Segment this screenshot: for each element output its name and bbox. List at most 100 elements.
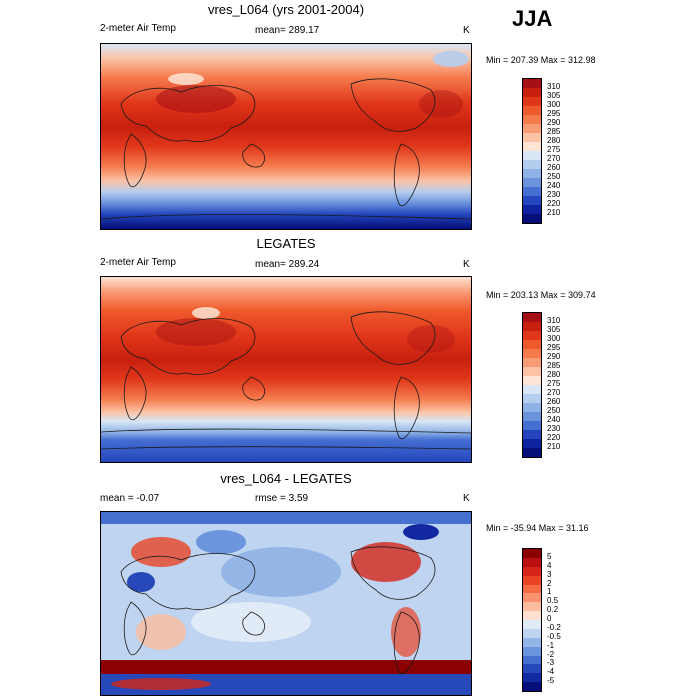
colorbar-tick-label: 250: [547, 406, 561, 415]
colorbar-tick-label: -5: [547, 676, 555, 686]
colorbar-swatch: [523, 602, 541, 612]
colorbar-swatch: [523, 549, 541, 558]
colorbar-tick-label: 0: [547, 614, 552, 623]
colorbar-swatch: [523, 673, 541, 683]
colorbar-swatch: [523, 385, 541, 394]
colorbar-tick-label: -2: [547, 649, 555, 659]
colorbar-tick-label: 4: [547, 560, 552, 570]
colorbar-swatch: [523, 142, 541, 151]
colorbar-tick-label: 260: [547, 163, 561, 172]
colorbar-swatch: [523, 133, 541, 142]
colorbar-swatch: [523, 313, 541, 322]
colorbar-tick-label: 285: [547, 361, 561, 370]
colorbar-swatch: [523, 169, 541, 178]
colorbar-swatch: [523, 403, 541, 412]
colorbar-swatch: [523, 439, 541, 448]
colorbar-swatch: [523, 557, 541, 567]
colorbar-tick-label: 300: [547, 334, 561, 343]
panel-2-temperature-map: [100, 276, 472, 463]
colorbar-tick-label: 250: [547, 172, 561, 181]
colorbar-tick-label: 285: [547, 127, 561, 136]
season-label: JJA: [512, 6, 553, 31]
colorbar-tick-label: 5: [547, 551, 552, 561]
colorbar-swatch: [523, 593, 541, 603]
colorbar-tick-label: 270: [547, 154, 561, 163]
colorbar-swatch: [523, 566, 541, 576]
colorbar-tick-label: 0.2: [547, 605, 559, 615]
colorbar-swatch: [523, 124, 541, 133]
colorbar-swatch: [523, 584, 541, 594]
colorbar-tick-label: 305: [547, 91, 561, 100]
colorbar-tick-label: 305: [547, 325, 561, 334]
panel-1-title: vres_L064 (yrs 2001-2004): [207, 2, 365, 17]
colorbar-swatch: [523, 575, 541, 585]
colorbar-tick-label: 240: [547, 415, 561, 424]
colorbar-swatch: [523, 106, 541, 115]
colorbar-tick-label: 310: [547, 82, 561, 91]
panel-1-variable-label: 2-meter Air Temp: [100, 23, 176, 34]
colorbar-swatch: [523, 196, 541, 205]
colorbar-tick-label: 280: [547, 370, 561, 379]
colorbar-swatch: [523, 115, 541, 124]
colorbar-tick-label: 3: [547, 569, 552, 579]
colorbar-tick-label: 230: [547, 190, 561, 199]
colorbar-swatch: [523, 358, 541, 367]
colorbar-tick-label: 295: [547, 343, 561, 352]
colorbar-tick-label: 1: [547, 587, 552, 597]
panel-3-mean-label: mean = -0.07: [100, 493, 160, 504]
colorbar-tick-label: 210: [547, 442, 561, 451]
colorbar-swatch: [523, 394, 541, 403]
colorbar-swatch: [523, 79, 541, 88]
panel-3-difference-map: [100, 511, 472, 696]
colorbar-tick-label: 300: [547, 100, 561, 109]
colorbar-swatch: [523, 340, 541, 349]
colorbar-swatch: [523, 421, 541, 430]
colorbar-swatch: [523, 646, 541, 656]
colorbar-swatch: [523, 322, 541, 331]
colorbar-tick-label: -0.2: [547, 622, 561, 632]
colorbar-swatch: [523, 620, 541, 629]
colorbar-swatch: [523, 331, 541, 340]
colorbar-tick-label: 290: [547, 118, 561, 127]
colorbar-tick-label: 295: [547, 109, 561, 118]
colorbar-tick-label: 0.5: [547, 596, 559, 606]
colorbar-tick-label: 310: [547, 316, 561, 325]
panel-3-units-label: K: [463, 493, 470, 504]
colorbar-swatch: [523, 655, 541, 665]
panel-2-title: LEGATES: [256, 236, 316, 251]
colorbar-swatch: [523, 430, 541, 439]
colorbar-tick-label: 260: [547, 397, 561, 406]
panel-3-colorbar: [522, 548, 542, 692]
panel-2-colorbar: [522, 312, 542, 458]
colorbar-swatch: [523, 178, 541, 187]
colorbar-tick-label: 275: [547, 379, 561, 388]
panel-1-temperature-map: [100, 43, 472, 230]
colorbar-swatch: [523, 214, 541, 223]
colorbar-swatch: [523, 611, 541, 620]
panel-1-colorbar: [522, 78, 542, 224]
colorbar-tick-label: -0.5: [547, 631, 561, 641]
panel-2-variable-label: 2-meter Air Temp: [100, 257, 176, 268]
panel-2-mean-label: mean= 289.24: [255, 259, 320, 270]
panel-3-rmse-label: rmse = 3.59: [255, 493, 309, 504]
colorbar-swatch: [523, 682, 541, 691]
colorbar-swatch: [523, 187, 541, 196]
colorbar-tick-label: -4: [547, 667, 555, 677]
colorbar-tick-label: 230: [547, 424, 561, 433]
colorbar-swatch: [523, 637, 541, 647]
colorbar-swatch: [523, 349, 541, 358]
colorbar-tick-label: 220: [547, 199, 561, 208]
colorbar-swatch: [523, 205, 541, 214]
panel-2-minmax: Min = 203.13 Max = 309.74: [486, 290, 596, 300]
colorbar-swatch: [523, 151, 541, 160]
colorbar-tick-label: 240: [547, 181, 561, 190]
colorbar-tick-label: 290: [547, 352, 561, 361]
panel-3-title: vres_L064 - LEGATES: [220, 471, 352, 486]
colorbar-swatch: [523, 376, 541, 385]
colorbar-swatch: [523, 88, 541, 97]
panel-1-mean-label: mean= 289.17: [255, 25, 320, 36]
colorbar-swatch: [523, 367, 541, 376]
colorbar-swatch: [523, 628, 541, 638]
panel-1-units-label: K: [463, 25, 470, 36]
colorbar-swatch: [523, 448, 541, 457]
